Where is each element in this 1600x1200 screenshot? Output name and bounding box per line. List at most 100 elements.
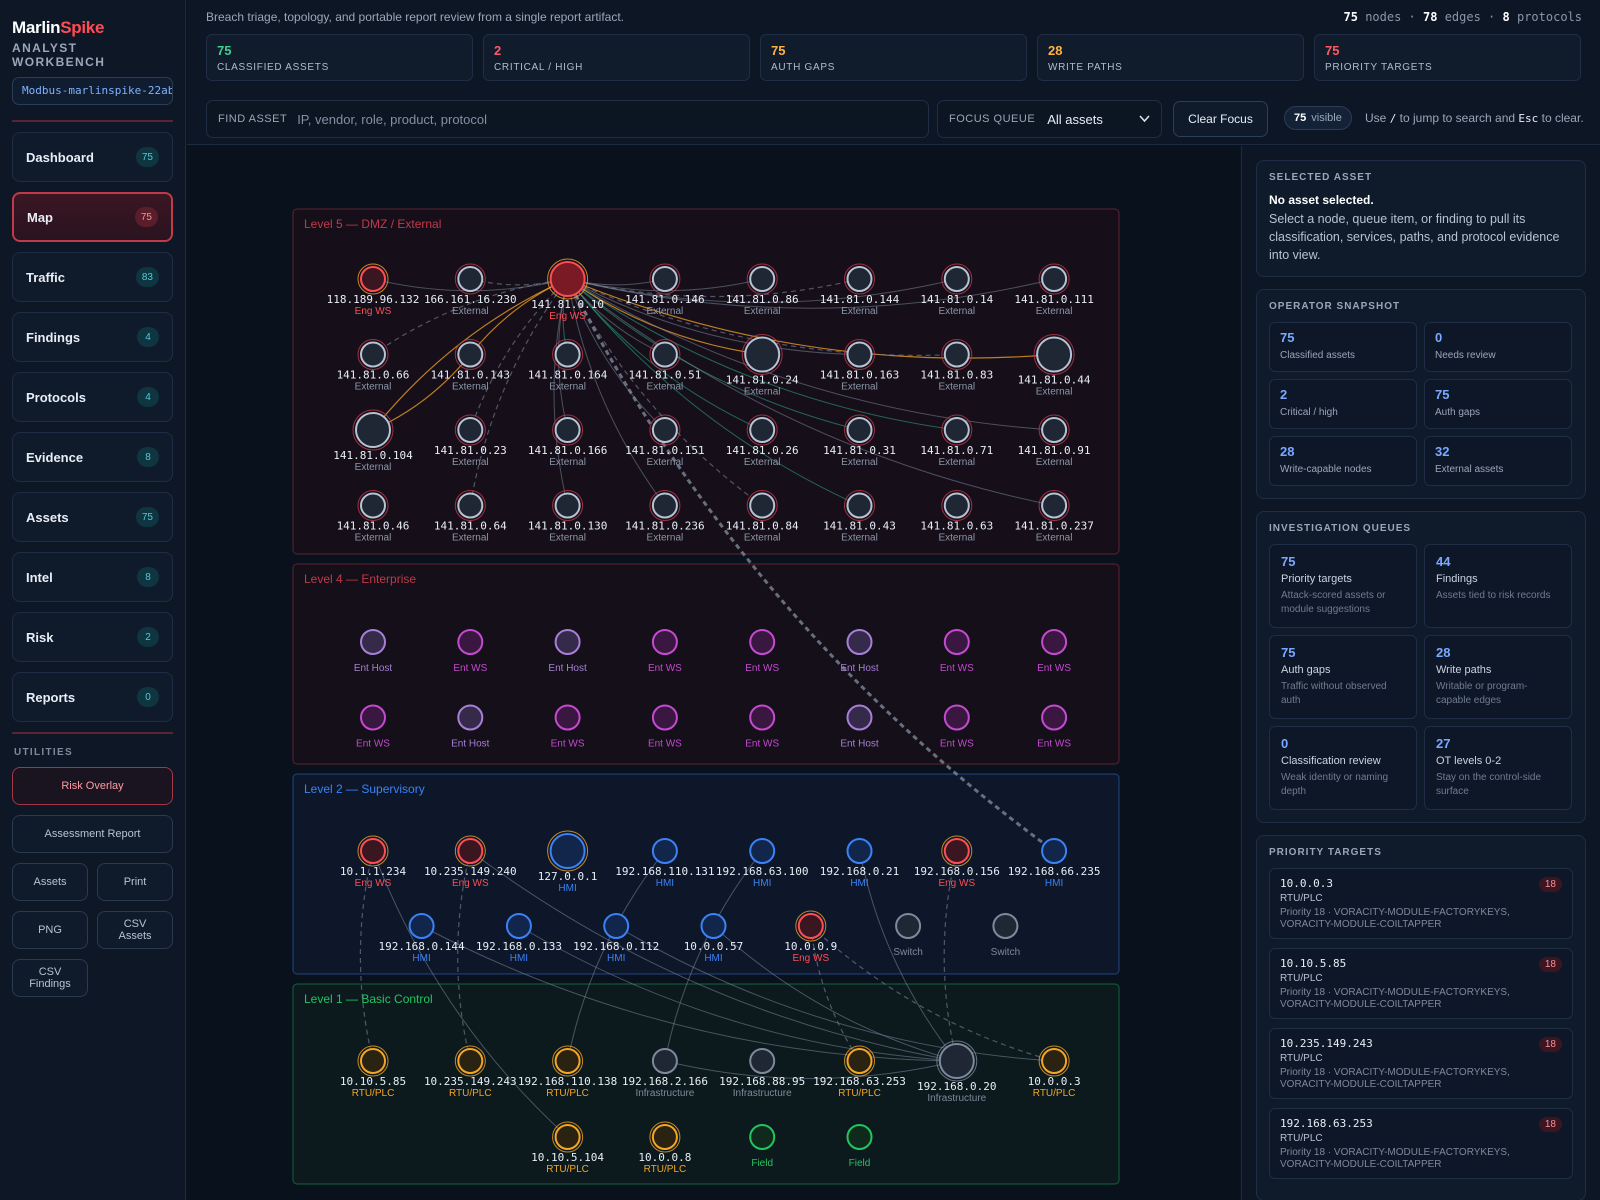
node-circle[interactable]: [651, 417, 678, 443]
node-circle[interactable]: [943, 492, 970, 519]
focus-queue[interactable]: FOCUS QUEUE All assets: [937, 100, 1162, 138]
queue-tile[interactable]: 28 Write paths Writable or program-capable…: [1424, 635, 1572, 719]
node-circle[interactable]: [651, 1048, 678, 1074]
node-circle[interactable]: [408, 913, 435, 939]
node-circle[interactable]: [457, 417, 484, 443]
node-circle[interactable]: [651, 704, 678, 731]
node-infra[interactable]: Switch: [991, 913, 1020, 958]
node-circle[interactable]: [360, 838, 386, 864]
node-circle[interactable]: [1041, 1048, 1068, 1074]
snapshot-tile[interactable]: 28 Write-capable nodes: [1269, 436, 1417, 486]
node-circle[interactable]: [554, 1124, 581, 1150]
node-circle[interactable]: [749, 1048, 776, 1074]
node-field[interactable]: Field: [749, 1124, 776, 1169]
node-circle[interactable]: [943, 266, 970, 292]
node-circle[interactable]: [457, 838, 484, 864]
nav-item-risk[interactable]: Risk 2: [12, 612, 173, 662]
node-circle[interactable]: [797, 913, 824, 939]
node-circle[interactable]: [1036, 336, 1073, 373]
stat-card-write-paths[interactable]: 28 WRITE PATHS: [1037, 34, 1304, 81]
node-circle[interactable]: [846, 266, 873, 292]
node-circle[interactable]: [554, 704, 581, 731]
node-circle[interactable]: [1041, 492, 1068, 519]
node-circle[interactable]: [700, 913, 727, 939]
node-circle[interactable]: [846, 492, 873, 519]
snapshot-tile[interactable]: 2 Critical / high: [1269, 379, 1417, 429]
node-circle[interactable]: [457, 704, 484, 731]
node-circle[interactable]: [895, 913, 922, 939]
node-circle[interactable]: [457, 341, 484, 368]
clear-focus-button[interactable]: Clear Focus: [1173, 101, 1268, 137]
snapshot-tile[interactable]: 75 Classified assets: [1269, 322, 1417, 372]
nav-item-reports[interactable]: Reports 0: [12, 672, 173, 722]
nav-item-map[interactable]: Map 75: [12, 192, 173, 242]
node-entws[interactable]: Ent WS: [745, 704, 779, 750]
node-entws[interactable]: Ent WS: [648, 629, 682, 674]
node-circle[interactable]: [1041, 266, 1068, 292]
export-png-button[interactable]: PNG: [12, 911, 88, 949]
node-enthost[interactable]: Ent Host: [840, 629, 879, 674]
node-circle[interactable]: [1041, 704, 1068, 731]
nav-item-dashboard[interactable]: Dashboard 75: [12, 132, 173, 182]
node-circle[interactable]: [943, 341, 970, 368]
node-circle[interactable]: [992, 913, 1019, 939]
node-entws[interactable]: Ent WS: [1037, 704, 1071, 750]
node-circle[interactable]: [1041, 838, 1068, 864]
node-circle[interactable]: [355, 412, 391, 448]
node-circle[interactable]: [749, 629, 776, 655]
node-enthost[interactable]: Ent Host: [840, 704, 879, 750]
node-circle[interactable]: [457, 629, 484, 655]
node-circle[interactable]: [360, 1048, 386, 1074]
nav-item-protocols[interactable]: Protocols 4: [12, 372, 173, 422]
dataset-selector[interactable]: Modbus-marlinspike-22ab: [12, 77, 173, 105]
node-circle[interactable]: [744, 336, 781, 373]
node-entws[interactable]: Ent WS: [356, 704, 390, 750]
node-circle[interactable]: [846, 417, 873, 443]
print-button[interactable]: Print: [97, 863, 173, 901]
node-circle[interactable]: [749, 1124, 776, 1150]
nav-item-evidence[interactable]: Evidence 8: [12, 432, 173, 482]
node-circle[interactable]: [749, 838, 776, 864]
node-circle[interactable]: [749, 417, 776, 443]
node-circle[interactable]: [360, 629, 386, 655]
node-circle[interactable]: [457, 266, 484, 292]
topology-canvas[interactable]: Level 5 — DMZ / External Level 4 — Enterp…: [187, 146, 1240, 1200]
priority-target-item[interactable]: 192.168.63.253 RTU/PLC Priority 18 · VORAC…: [1269, 1108, 1573, 1179]
node-circle[interactable]: [549, 261, 586, 297]
node-circle[interactable]: [1041, 629, 1068, 655]
topology-map[interactable]: Level 5 — DMZ / External Level 4 — Enterp…: [187, 146, 1240, 1200]
nav-item-assets[interactable]: Assets 75: [12, 492, 173, 542]
node-circle[interactable]: [554, 492, 581, 519]
